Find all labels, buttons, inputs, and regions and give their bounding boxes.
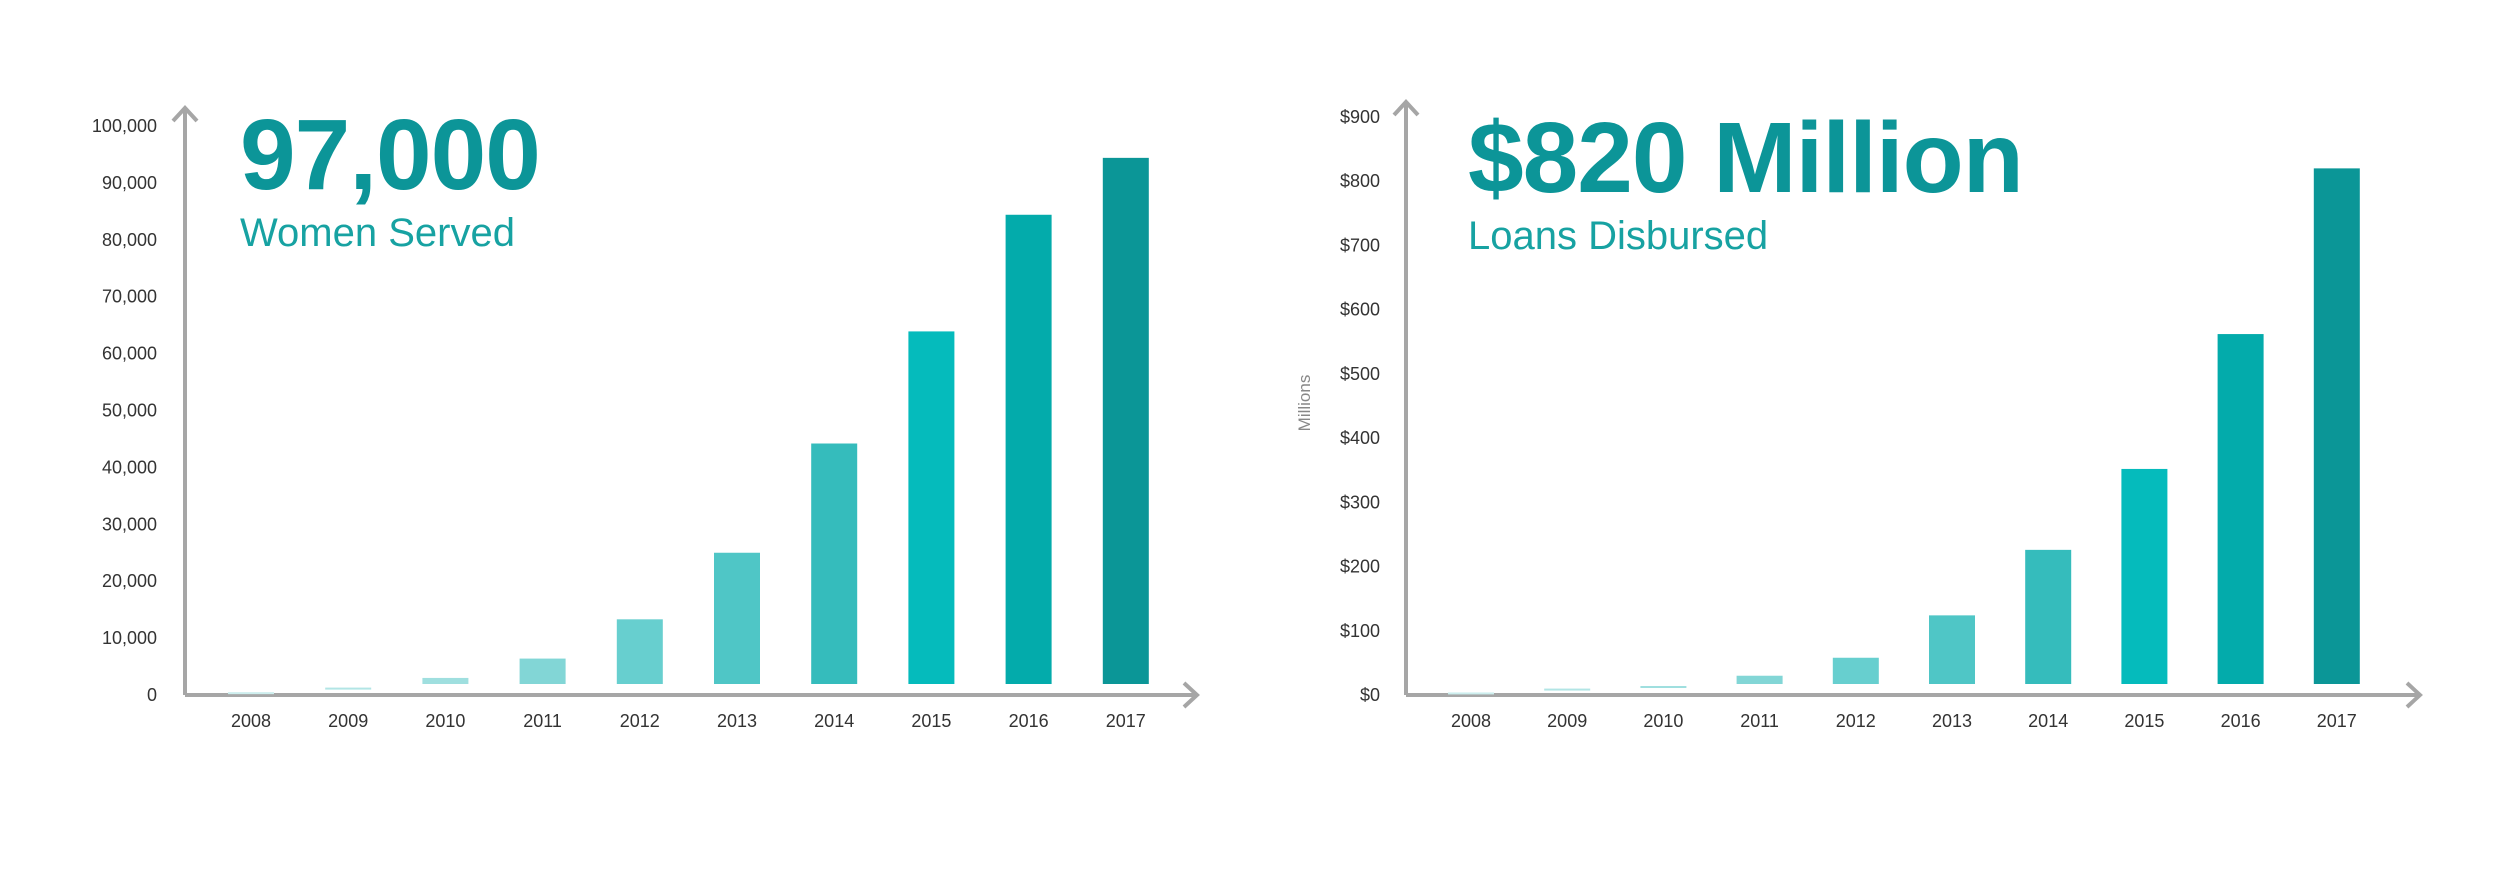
loans-disbursed-bar: [2121, 468, 2168, 684]
women-served-bar: [811, 443, 858, 684]
women-served-bar: [519, 658, 566, 684]
women-served-bar: [1102, 157, 1149, 684]
women-served-y-tick-label: 10,000: [102, 628, 157, 648]
loans-disbursed-y-tick-label: $700: [1340, 235, 1380, 255]
loans-disbursed-x-tick-label: 2014: [2028, 711, 2068, 731]
loans-disbursed-headline: $820 Million: [1468, 102, 2024, 214]
loans-disbursed-y-axis-arrow-icon: [1392, 99, 1420, 117]
loans-disbursed-bar: [1640, 686, 1687, 689]
women-served-x-tick-label: 2008: [231, 711, 271, 731]
women-served-y-tick-label: 100,000: [92, 116, 157, 136]
women-served-x-tick-label: 2017: [1106, 711, 1146, 731]
women-served-y-tick-label: 60,000: [102, 344, 157, 364]
women-served-x-tick-label: 2009: [328, 711, 368, 731]
loans-disbursed-y-tick-label: $500: [1340, 364, 1380, 384]
loans-disbursed-bar: [1544, 688, 1591, 691]
women-served-x-tick-label: 2014: [814, 711, 854, 731]
women-served-bar: [908, 331, 955, 684]
women-served-x-tick-label: 2015: [911, 711, 951, 731]
loans-disbursed-x-tick-label: 2015: [2124, 711, 2164, 731]
women-served-bar: [1005, 214, 1052, 684]
loans-disbursed-y-axis-title: Millions: [1295, 375, 1314, 432]
loans-disbursed-x-axis-arrow-icon: [2405, 681, 2423, 709]
loans-disbursed-x-tick-label: 2013: [1932, 711, 1972, 731]
women-served-bar: [714, 552, 760, 684]
loans-disbursed-x-tick-label: 2016: [2221, 711, 2261, 731]
loans-disbursed-x-tick-label: 2012: [1836, 711, 1876, 731]
loans-disbursed-y-tick-label: $800: [1340, 171, 1380, 191]
women-served-bar: [228, 692, 274, 695]
women-served-y-tick-label: 80,000: [102, 230, 157, 250]
women-served-y-tick-label: 20,000: [102, 571, 157, 591]
loans-disbursed-y-tick-label: $0: [1360, 685, 1380, 705]
women-served-y-axis-arrow-icon: [171, 105, 199, 123]
loans-disbursed-x-tick-label: 2008: [1451, 711, 1491, 731]
women-served-y-tick-label: 30,000: [102, 514, 157, 534]
women-served-y-tick-label: 0: [147, 685, 157, 705]
loans-disbursed-bar: [2025, 549, 2072, 684]
loans-disbursed-x-tick-label: 2017: [2317, 711, 2357, 731]
loans-disbursed-bar: [2313, 168, 2360, 684]
women-served-y-tick-label: 50,000: [102, 401, 157, 421]
women-served-y-tick-label: 70,000: [102, 287, 157, 307]
loans-disbursed-bar: [1736, 675, 1783, 684]
women-served-plot: 0 10,000 20,000 30,000 40,000 50,000 60,000 70,…: [92, 105, 1200, 731]
women-served-subtitle: Women Served: [240, 211, 515, 255]
loans-disbursed-chart: $0 $100 $200 $300 $400 $500 $600 $700 $800 $900 20…: [1250, 0, 2500, 882]
loans-disbursed-bar: [1448, 692, 1494, 695]
loans-disbursed-y-tick-label: $200: [1340, 557, 1380, 577]
women-served-bar: [325, 687, 372, 690]
loans-disbursed-x-tick-label: 2009: [1547, 711, 1587, 731]
women-served-x-tick-label: 2011: [523, 711, 562, 731]
loans-disbursed-bar: [1832, 657, 1879, 684]
women-served-y-tick-label: 90,000: [102, 173, 157, 193]
women-served-x-tick-label: 2013: [717, 711, 757, 731]
women-served-x-axis-arrow-icon: [1182, 681, 1200, 709]
loans-disbursed-bar: [2217, 334, 2264, 684]
women-served-chart: 0 10,000 20,000 30,000 40,000 50,000 60,000 70,…: [92, 99, 1200, 731]
women-served-y-tick-label: 40,000: [102, 457, 157, 477]
women-served-x-tick-label: 2012: [620, 711, 660, 731]
loans-disbursed-subtitle: Loans Disbursed: [1468, 214, 1769, 258]
loans-disbursed-x-tick-label: 2011: [1740, 711, 1779, 731]
women-served-headline: 97,000: [240, 99, 541, 211]
loans-disbursed-y-tick-label: $100: [1340, 621, 1380, 641]
loans-disbursed-bar: [1929, 615, 1975, 684]
loans-disbursed-y-tick-label: $400: [1340, 428, 1380, 448]
loans-disbursed-x-tick-label: 2010: [1643, 711, 1683, 731]
women-served-x-tick-label: 2016: [1009, 711, 1049, 731]
loans-disbursed-plot: $0 $100 $200 $300 $400 $500 $600 $700 $800 $900 20…: [1295, 99, 2423, 731]
women-served-bar: [422, 677, 469, 684]
women-served-bar: [616, 619, 663, 684]
loans-disbursed-y-tick-label: $600: [1340, 300, 1380, 320]
loans-disbursed-y-tick-label: $900: [1340, 107, 1380, 127]
women-served-x-tick-label: 2010: [425, 711, 465, 731]
loans-disbursed-y-tick-label: $300: [1340, 492, 1380, 512]
